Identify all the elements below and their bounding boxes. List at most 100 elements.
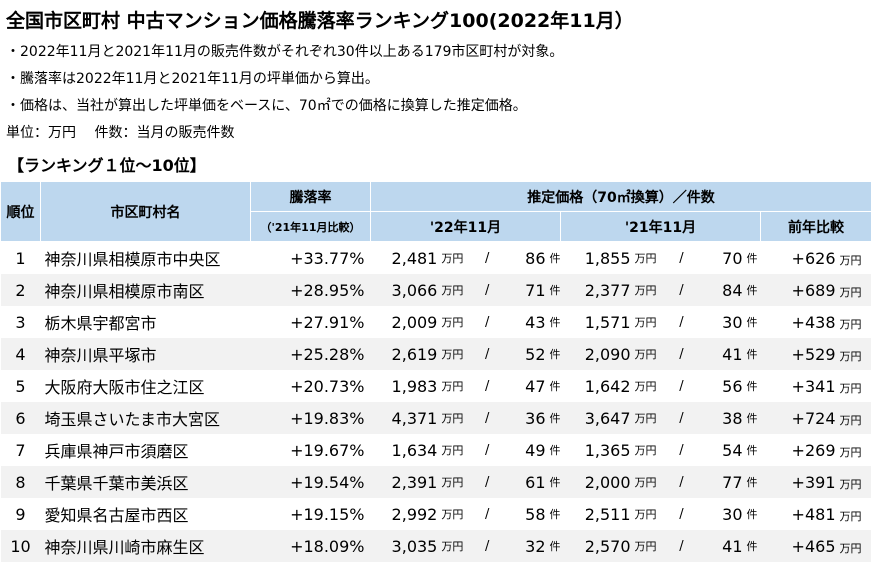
- city: 千葉県千葉市美浜区: [40, 466, 251, 498]
- unit: 件: [549, 348, 561, 361]
- ranking-table: 順位 市区町村名 騰落率 推定価格（70㎡換算）／件数 （'21年11月比較） …: [0, 181, 871, 562]
- separator: /: [679, 410, 684, 426]
- unit: 万円: [441, 252, 464, 265]
- price-group: 2,000 万円 / 77 件: [561, 473, 761, 492]
- rank: 10: [0, 530, 41, 562]
- separator: /: [679, 378, 684, 394]
- unit: 件: [746, 316, 758, 329]
- separator: /: [679, 346, 684, 362]
- unit: 件: [746, 508, 758, 521]
- city: 神奈川県相模原市南区: [40, 274, 251, 306]
- separator: /: [485, 346, 490, 362]
- rate: +19.15%: [290, 504, 365, 524]
- price: 2,000: [584, 472, 631, 492]
- count: 30: [722, 312, 743, 332]
- count: 71: [525, 280, 546, 300]
- separator: /: [679, 538, 684, 554]
- city: 栃木県宇都宮市: [44, 314, 157, 333]
- table-row: 3 栃木県宇都宮市 +27.91% 2,009 万円/43 件 1,571 万円/30 件 +43…: [1, 306, 871, 338]
- count: 58: [525, 504, 546, 524]
- price-cell: 2,619 万円 / 52 件: [370, 338, 561, 370]
- diff: +465: [791, 536, 836, 556]
- unit: 万円: [839, 541, 862, 555]
- count: 54: [722, 440, 743, 460]
- price: 3,066: [391, 280, 438, 300]
- unit: 件: [746, 540, 758, 553]
- rank: 7: [15, 440, 26, 460]
- price: 1,365: [584, 440, 631, 460]
- count: 61: [525, 472, 546, 492]
- count: 32: [525, 536, 546, 556]
- city: 大阪府大阪市住之江区: [44, 378, 205, 397]
- rank: 4: [0, 338, 41, 370]
- price-group: 2,992 万円 / 58 件: [371, 505, 561, 524]
- title: 全国市区町村 中古マンション価格騰落率ランキング100(2022年11月）: [6, 10, 634, 32]
- unit: 万円: [441, 444, 464, 457]
- diff-cell: +269 万円: [761, 434, 871, 466]
- rate: +18.09%: [250, 530, 371, 562]
- diff: +724: [791, 408, 836, 428]
- header-rate: 騰落率: [250, 181, 371, 212]
- diff-cell: +341 万円: [761, 370, 871, 402]
- unit: 万円: [839, 477, 862, 491]
- rate: +19.54%: [250, 466, 371, 498]
- unit: 万円: [839, 509, 862, 523]
- diff: +529: [791, 344, 836, 364]
- unit: 万円: [441, 348, 464, 361]
- city: 兵庫県神戸市須磨区: [44, 442, 189, 461]
- separator: /: [485, 314, 490, 330]
- count: 41: [722, 344, 743, 364]
- price-group: 2,009 万円 / 43 件: [371, 313, 561, 332]
- price: 4,371: [391, 408, 438, 428]
- unit: 万円: [441, 476, 464, 489]
- unit: 万円: [634, 252, 657, 265]
- separator: /: [679, 506, 684, 522]
- note: ・価格は、当社が算出した坪単価をベースに、70㎡での価格に換算した推定価格。: [6, 98, 527, 114]
- rate: +28.95%: [250, 274, 371, 306]
- price-cell: 1,634 万円 / 49 件: [371, 434, 561, 466]
- unit: 件: [549, 508, 561, 521]
- price: 2,391: [391, 472, 438, 492]
- rate: +19.67%: [290, 440, 365, 460]
- diff-cell: +724 万円: [760, 402, 871, 434]
- unit: 万円: [839, 253, 862, 267]
- separator: /: [679, 282, 684, 298]
- price: 2,377: [584, 280, 631, 300]
- note: ・2022年11月と2021年11月の販売件数がそれぞれ30件以上ある179市区…: [6, 44, 564, 60]
- city: 埼玉県さいたま市大宮区: [40, 402, 251, 434]
- diff: +689: [791, 280, 836, 300]
- price-group: 3,647 万円 / 38 件: [561, 409, 761, 428]
- price: 2,481: [391, 248, 438, 268]
- rate: +19.83%: [250, 402, 371, 434]
- unit: 件: [746, 476, 758, 489]
- count: 77: [722, 472, 743, 492]
- unit: 万円: [839, 445, 862, 459]
- unit: 万円: [634, 348, 657, 361]
- count: 86: [525, 248, 546, 268]
- price: 2,619: [391, 344, 438, 364]
- price: 1,634: [391, 440, 438, 460]
- unit: 万円: [634, 412, 657, 425]
- header-col3: 前年比較: [760, 211, 871, 242]
- diff-cell: +689 万円: [760, 274, 871, 306]
- rank: 3: [15, 312, 26, 332]
- price: 2,992: [391, 504, 438, 524]
- separator: /: [485, 442, 490, 458]
- unit: 万円: [441, 284, 464, 297]
- unit: 万円: [441, 412, 464, 425]
- count: 52: [525, 344, 546, 364]
- diff: +391: [791, 472, 836, 492]
- unit: 件: [549, 540, 561, 553]
- separator: /: [485, 378, 490, 394]
- diff: +438: [791, 312, 836, 332]
- price: 2,090: [584, 344, 631, 364]
- header-rate-sub: （'21年11月比較）: [250, 211, 371, 242]
- price-cell: 2,391 万円 / 61 件: [370, 466, 561, 498]
- unit: 万円: [634, 284, 657, 297]
- price-cell: 2,511 万円 / 30 件: [561, 498, 761, 530]
- price-cell: 1,642 万円 / 56 件: [561, 370, 761, 402]
- section-title: 【ランキング１位～10位】: [8, 156, 206, 175]
- price-group: 4,371 万円 / 36 件: [371, 409, 561, 428]
- diff-cell: +529 万円: [760, 338, 871, 370]
